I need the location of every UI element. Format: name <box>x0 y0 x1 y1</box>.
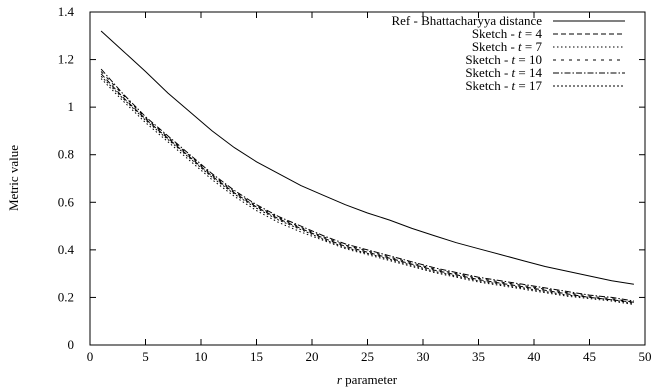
legend-label-0: Ref - Bhattacharyya distance <box>391 13 542 28</box>
series-line-5 <box>100 75 634 304</box>
legend-label-suffix: = 10 <box>515 52 542 67</box>
legend-label-prefix: Sketch - <box>472 26 518 41</box>
legend-label-var: t <box>518 26 522 41</box>
y-tick-label: 1.4 <box>58 4 75 19</box>
series-group <box>100 30 634 306</box>
y-tick-label: 1 <box>68 99 75 114</box>
x-tick-label: 5 <box>142 349 149 364</box>
y-tick-label: 1.2 <box>58 52 74 67</box>
legend-label-var: t <box>518 39 522 54</box>
series-line-3 <box>100 71 634 303</box>
x-axis-title-var: r <box>337 372 343 387</box>
legend-label-prefix: Sketch - <box>465 65 511 80</box>
legend-label-2: Sketch - t = 7 <box>472 39 543 54</box>
series-line-4 <box>100 68 634 302</box>
legend-label-suffix: = 7 <box>522 39 543 54</box>
x-tick-label: 40 <box>528 349 541 364</box>
y-tick-label: 0.4 <box>58 242 75 257</box>
x-tick-label: 25 <box>361 349 374 364</box>
x-tick-label: 50 <box>639 349 652 364</box>
legend-label-suffix: = 17 <box>515 78 542 93</box>
legend-label-prefix: Sketch - <box>465 78 511 93</box>
x-axis-title-text: parameter <box>342 372 398 387</box>
x-tick-label: 30 <box>417 349 430 364</box>
series-line-2 <box>100 78 634 306</box>
legend-label-5: Sketch - t = 17 <box>465 78 542 93</box>
y-tick-label: 0.6 <box>58 194 75 209</box>
legend-label-1: Sketch - t = 4 <box>472 26 543 41</box>
y-tick-label: 0.2 <box>58 289 74 304</box>
legend-label-suffix: = 14 <box>515 65 542 80</box>
y-tick-label: 0 <box>68 337 75 352</box>
legend-label-prefix: Sketch - <box>465 52 511 67</box>
legend-label-var: t <box>512 78 516 93</box>
legend-label-suffix: = 4 <box>522 26 543 41</box>
x-tick-label: 0 <box>87 349 94 364</box>
series-line-0 <box>100 30 634 285</box>
legend-label-var: t <box>512 65 516 80</box>
x-tick-label: 45 <box>583 349 596 364</box>
plot-frame <box>89 11 646 346</box>
legend-label-4: Sketch - t = 14 <box>465 65 542 80</box>
y-tick-label: 0.8 <box>58 147 74 162</box>
legend-label-3: Sketch - t = 10 <box>465 52 542 67</box>
x-axis-title: r parameter <box>337 372 398 387</box>
x-tick-label: 20 <box>306 349 319 364</box>
x-tick-label: 35 <box>472 349 485 364</box>
legend-label-prefix: Sketch - <box>472 39 518 54</box>
y-axis-title: Metric value <box>6 145 21 211</box>
axis-ticks: 0 5 10 15 20 25 30 35 40 45 50 0 0.2 0.4 0.6 0.8 1 1.2 1.4 <box>58 4 652 364</box>
legend-label-var: t <box>512 52 516 67</box>
series-line-1 <box>100 73 634 303</box>
x-tick-label: 15 <box>250 349 263 364</box>
x-tick-label: 10 <box>195 349 208 364</box>
